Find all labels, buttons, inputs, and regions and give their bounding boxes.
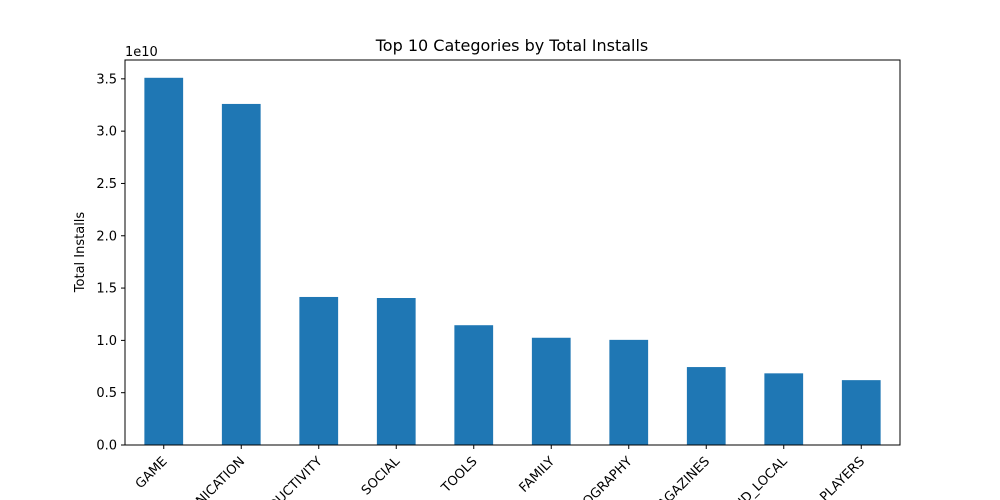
bar-productivity bbox=[299, 296, 339, 445]
y-tick-label: 1.5 bbox=[96, 282, 117, 297]
bar-social bbox=[376, 298, 416, 445]
x-tick-label: FAMILY bbox=[517, 454, 559, 496]
y-tick-label: 0.0 bbox=[96, 439, 117, 454]
bar-photography bbox=[609, 339, 649, 445]
x-tick-label: SOCIAL bbox=[359, 454, 404, 499]
x-tick-label: PHOTOGRAPHY bbox=[555, 454, 636, 500]
y-tick-label: 3.5 bbox=[96, 72, 117, 87]
chart-title: Top 10 Categories by Total Installs bbox=[375, 36, 649, 55]
bar-video-players bbox=[841, 380, 881, 445]
x-tick-label: PRODUCTIVITY bbox=[247, 454, 326, 500]
y-axis-ticks: 0.0 0.5 1.0 1.5 2.0 2.5 3.0 3.5 bbox=[96, 72, 125, 454]
bars-group bbox=[144, 77, 881, 445]
y-tick-label: 3.0 bbox=[96, 125, 117, 140]
x-tick-label: GAME bbox=[133, 454, 171, 492]
x-tick-label: VIDEO_PLAYERS bbox=[784, 454, 868, 500]
y-tick-label: 0.5 bbox=[96, 386, 117, 401]
bar-news-and-magazines bbox=[686, 367, 726, 445]
bar-game bbox=[144, 77, 184, 445]
y-axis-offset-label: 1e10 bbox=[125, 45, 158, 60]
bar-travel-and-local bbox=[764, 373, 804, 445]
x-tick-label: TOOLS bbox=[438, 454, 480, 496]
y-tick-label: 1.0 bbox=[96, 334, 117, 349]
y-tick-label: 2.5 bbox=[96, 177, 117, 192]
y-axis-label: Total Installs bbox=[73, 212, 88, 294]
bar-tools bbox=[454, 325, 494, 445]
plot-frame bbox=[124, 59, 901, 446]
bar-communication bbox=[221, 103, 261, 445]
x-tick-label: COMMUNICATION bbox=[157, 454, 248, 500]
y-tick-label: 2.0 bbox=[96, 229, 117, 244]
bar-family bbox=[531, 337, 571, 445]
